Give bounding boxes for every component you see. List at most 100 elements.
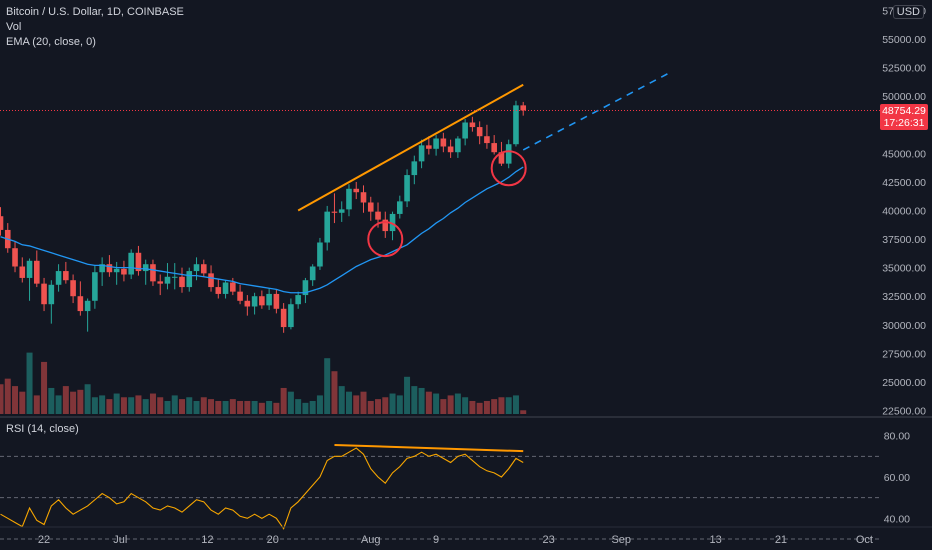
volume-bar xyxy=(331,371,338,414)
candle-body xyxy=(200,264,207,274)
volume-bar xyxy=(491,399,498,414)
volume-bar xyxy=(505,397,512,414)
ema-line xyxy=(0,166,524,294)
candle-body xyxy=(193,264,200,272)
volume-bar xyxy=(266,400,273,414)
candle-body xyxy=(440,138,447,147)
volume-bar xyxy=(77,389,84,414)
price-tick-label: 25000.00 xyxy=(882,377,926,389)
rsi-indicator-label[interactable]: RSI (14, close) xyxy=(6,423,79,435)
ema-indicator-label[interactable]: EMA (20, close, 0) xyxy=(6,36,96,48)
candle-body xyxy=(237,291,243,301)
volume-bar xyxy=(222,400,229,414)
candle-body xyxy=(346,188,352,210)
volume-bar xyxy=(12,386,19,414)
volume-bar xyxy=(454,393,461,414)
volume-bar xyxy=(353,395,360,414)
volume-bar xyxy=(193,400,200,414)
price-tick-label: 52500.00 xyxy=(882,63,926,75)
volume-bar xyxy=(483,400,490,414)
candle-body xyxy=(150,264,156,282)
candle-body xyxy=(164,276,171,284)
highlight-circle xyxy=(367,221,404,258)
volume-bar xyxy=(244,400,251,414)
price-tick-label: 37500.00 xyxy=(882,234,926,246)
candle-body xyxy=(455,138,461,153)
volume-bar xyxy=(91,397,98,414)
volume-bar xyxy=(295,399,302,414)
price-tick-label: 22500.00 xyxy=(882,406,926,418)
symbol-title[interactable]: Bitcoin / U.S. Dollar, 1D, COINBASE xyxy=(6,6,184,18)
candle-body xyxy=(484,136,490,144)
volume-bar xyxy=(512,395,519,414)
resistance-trendline xyxy=(297,83,524,212)
ema-polyline xyxy=(0,166,524,294)
candle-body xyxy=(411,161,418,176)
price-tick-label: 50000.00 xyxy=(882,91,926,103)
candle-body xyxy=(179,276,185,288)
candle-body xyxy=(55,271,62,285)
candle-body xyxy=(375,211,381,220)
time-tick-label: Jul xyxy=(113,534,127,546)
volume-bar xyxy=(4,378,11,414)
time-tick-label: 20 xyxy=(267,534,279,546)
volume-bar xyxy=(433,393,440,414)
price-axis[interactable]: 22500.00 25000.00 27500.00 30000.00 32500.00… xyxy=(882,6,926,418)
volume-bar xyxy=(469,400,476,414)
last-price-value: 48754.29 xyxy=(882,105,926,117)
volume-bar xyxy=(418,387,425,414)
candle-body xyxy=(295,295,301,305)
price-tick-label: 32500.00 xyxy=(882,291,926,303)
candle-body xyxy=(171,276,178,278)
volume-bar xyxy=(309,400,316,414)
candle-body xyxy=(469,122,476,128)
candle-body xyxy=(19,266,26,278)
volume-bar xyxy=(411,386,418,414)
candle-body xyxy=(215,287,222,294)
candle-body xyxy=(92,272,98,301)
time-tick-label: 23 xyxy=(543,534,555,546)
volume-bar xyxy=(367,400,374,414)
time-tick-label: 22 xyxy=(38,534,50,546)
time-tick-label: 12 xyxy=(201,534,213,546)
candle-body xyxy=(70,280,76,297)
volume-bars xyxy=(0,352,527,414)
candle-body xyxy=(288,304,294,328)
volume-bar xyxy=(425,391,432,414)
volume-bar xyxy=(440,399,447,414)
candle-body xyxy=(476,127,483,137)
volume-bar xyxy=(113,393,120,414)
volume-bar xyxy=(302,402,309,414)
price-tick-label: 45000.00 xyxy=(882,148,926,160)
volume-bar xyxy=(338,386,345,414)
candle-body xyxy=(135,252,142,272)
vol-indicator-label[interactable]: Vol xyxy=(6,21,22,33)
candle-body xyxy=(513,105,519,145)
price-tick-label: 27500.00 xyxy=(882,348,926,360)
volume-bar xyxy=(324,358,331,414)
candle-body xyxy=(462,122,468,139)
candle-body xyxy=(309,266,316,281)
candle-body xyxy=(121,268,127,275)
currency-button[interactable]: USD xyxy=(892,5,924,19)
candle-body xyxy=(505,144,512,164)
candle-body xyxy=(0,216,4,230)
time-axis[interactable]: 22 Jul 12 20 Aug 9 23 Sep 13 21 Oct xyxy=(38,534,873,546)
volume-bar xyxy=(215,400,222,414)
volume-bar xyxy=(229,399,236,414)
candles xyxy=(0,100,527,333)
volume-bar xyxy=(179,399,185,414)
rsi-tick-label: 60.00 xyxy=(884,472,910,484)
candle-body xyxy=(244,300,251,307)
highlight-circle xyxy=(490,150,527,187)
candle-body xyxy=(520,105,527,111)
candle-body xyxy=(367,202,374,212)
candle-body xyxy=(360,192,367,203)
volume-bar xyxy=(171,395,178,414)
candle-body xyxy=(259,296,265,306)
rsi-polyline xyxy=(0,447,524,530)
volume-bar xyxy=(345,391,352,414)
candle-body xyxy=(491,143,497,153)
volume-bar xyxy=(157,397,164,414)
